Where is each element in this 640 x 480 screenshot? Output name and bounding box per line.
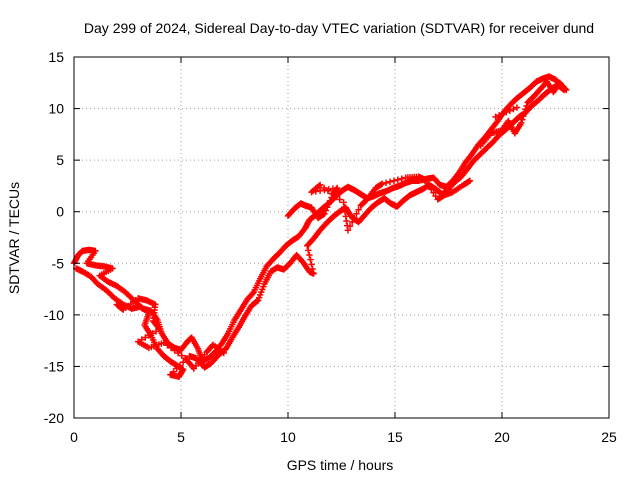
x-tick-label: 20 — [494, 429, 510, 445]
data-point — [561, 85, 569, 93]
y-tick-label: -20 — [44, 410, 64, 426]
x-tick-labels: 0 5 10 15 20 25 — [70, 429, 617, 445]
data-point — [522, 106, 529, 113]
x-tick-label: 15 — [387, 429, 403, 445]
data-point — [351, 214, 358, 222]
data-point — [320, 184, 328, 192]
data-point — [322, 207, 330, 214]
chart-title: Day 299 of 2024, Sidereal Day-to-day VTE… — [84, 20, 594, 36]
data-point — [305, 247, 312, 254]
data-marks — [70, 73, 570, 380]
data-point — [521, 109, 528, 116]
data-point — [156, 326, 163, 333]
data-point — [355, 206, 362, 213]
data-point — [382, 179, 390, 187]
data-point — [495, 112, 503, 119]
data-point — [308, 261, 315, 268]
data-point — [349, 218, 356, 226]
data-point — [513, 104, 521, 111]
data-point — [220, 349, 227, 357]
data-point — [563, 86, 570, 94]
data-point — [170, 368, 177, 375]
data-point — [307, 256, 314, 263]
data-point — [174, 349, 182, 357]
data-point — [167, 344, 175, 352]
data-point — [336, 196, 343, 203]
data-point — [142, 334, 149, 341]
data-point — [421, 176, 429, 183]
y-tick-labels: -20 -15 -10 -5 0 5 10 15 — [44, 49, 64, 426]
x-tick-label: 10 — [280, 429, 296, 445]
y-tick-label: -5 — [52, 255, 65, 271]
data-point — [176, 362, 184, 369]
data-point — [173, 365, 180, 372]
data-point — [510, 105, 517, 113]
data-point — [428, 186, 435, 193]
data-point — [523, 102, 530, 110]
data-point — [492, 113, 499, 121]
data-point — [326, 197, 334, 204]
data-point — [432, 192, 439, 200]
data-point — [155, 324, 162, 332]
data-point — [426, 183, 433, 190]
data-point — [520, 112, 527, 120]
y-tick-label: -15 — [44, 358, 64, 374]
y-tick-label: 15 — [48, 49, 64, 65]
data-point — [328, 190, 336, 197]
data-point — [353, 210, 360, 217]
data-point — [506, 107, 514, 114]
data-point — [178, 352, 185, 359]
data-point — [249, 290, 256, 297]
data-point — [306, 251, 313, 259]
x-axis-label: GPS time / hours — [287, 457, 394, 473]
data-point — [253, 298, 261, 305]
plot-frame — [73, 56, 610, 419]
data-point — [309, 265, 316, 273]
data-point — [344, 227, 352, 234]
data-point — [430, 189, 437, 197]
data-point — [152, 328, 160, 335]
data-point — [332, 193, 339, 200]
data-point — [378, 180, 386, 188]
data-point — [519, 116, 526, 123]
data-point — [145, 332, 153, 339]
x-tick-label: 5 — [177, 429, 185, 445]
axis-ticks — [73, 56, 610, 419]
data-point — [167, 371, 174, 378]
data-point — [386, 178, 394, 186]
y-tick-label: 10 — [48, 101, 64, 117]
y-tick-label: 0 — [56, 204, 64, 220]
data-point — [325, 200, 332, 208]
data-point — [118, 305, 126, 313]
y-tick-label: 5 — [56, 152, 64, 168]
x-tick-label: 0 — [70, 429, 78, 445]
data-point — [503, 108, 510, 116]
data-point — [324, 204, 331, 211]
data-point — [390, 177, 398, 184]
x-tick-label: 25 — [601, 429, 617, 445]
data-point — [149, 330, 156, 337]
series-scatter-islands — [113, 78, 570, 372]
y-axis-label: SDTVAR / TECUs — [6, 182, 22, 294]
y-tick-label: -10 — [44, 307, 64, 323]
data-point — [346, 222, 354, 230]
data-point — [518, 119, 525, 127]
data-point — [324, 187, 332, 194]
data-point — [321, 210, 328, 217]
data-point — [164, 342, 171, 349]
data-point — [394, 176, 402, 183]
data-point — [398, 175, 405, 182]
data-point — [499, 110, 506, 117]
data-point — [160, 339, 168, 346]
data-point — [310, 270, 317, 277]
data-point — [316, 181, 324, 189]
data-point — [423, 179, 431, 187]
data-point — [466, 177, 474, 184]
data-point — [171, 347, 178, 354]
